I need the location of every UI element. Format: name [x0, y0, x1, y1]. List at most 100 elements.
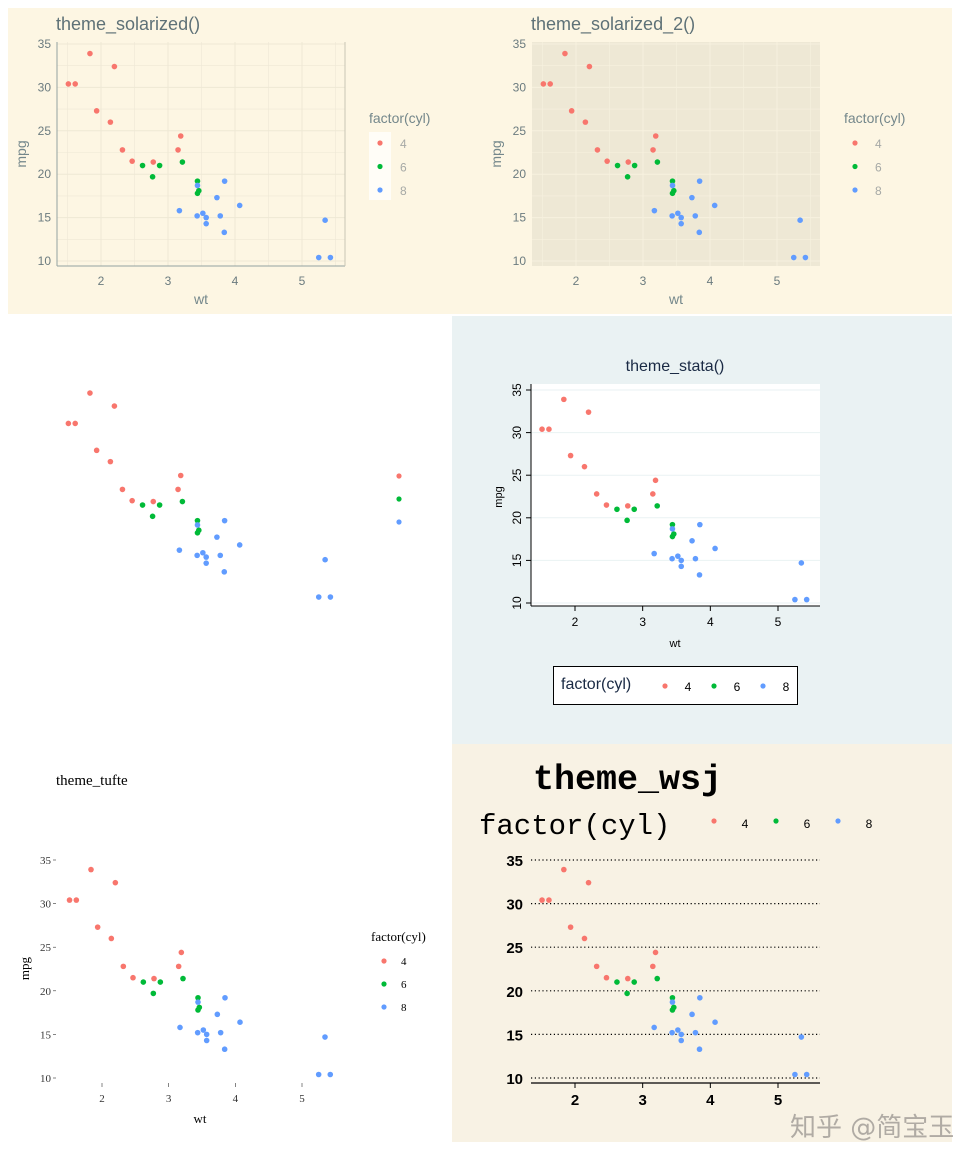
point-cyl-8 — [798, 560, 805, 566]
legend-title: factor(cyl) — [479, 810, 670, 843]
legend-key-4 — [396, 473, 402, 479]
point-cyl-8 — [792, 596, 798, 603]
point-cyl-4 — [178, 949, 185, 956]
point-cyl-4 — [175, 147, 181, 153]
legend-key-8 — [377, 187, 383, 193]
x-axis-title: wt — [669, 638, 681, 650]
y-axis-title: mpg — [493, 486, 505, 507]
point-cyl-8 — [712, 545, 718, 552]
point-cyl-8 — [194, 552, 200, 559]
point-cyl-6 — [150, 990, 157, 997]
point-cyl-4 — [593, 963, 600, 970]
point-cyl-4 — [585, 409, 592, 415]
point-cyl-6 — [149, 513, 156, 520]
point-cyl-4 — [151, 975, 157, 982]
x-tick-label: 5 — [299, 1093, 305, 1105]
x-tick-label: 2 — [99, 1093, 105, 1105]
legend-label: 6 — [400, 161, 407, 175]
point-cyl-4 — [561, 866, 567, 873]
point-cyl-4 — [585, 879, 592, 886]
point-cyl-8 — [803, 596, 810, 603]
point-cyl-4 — [66, 897, 73, 903]
point-cyl-6 — [669, 533, 676, 540]
point-cyl-6 — [654, 503, 661, 509]
point-cyl-4 — [150, 498, 157, 505]
point-cyl-8 — [678, 1031, 685, 1038]
point-cyl-6 — [624, 517, 630, 524]
point-cyl-4 — [561, 396, 567, 403]
legend-title: factor(cyl) — [371, 929, 426, 944]
point-cyl-4 — [624, 503, 631, 509]
y-tick-label: 30 — [40, 899, 52, 911]
legend-key-4 — [852, 140, 858, 146]
point-cyl-8 — [669, 182, 676, 189]
point-cyl-4 — [130, 974, 136, 981]
point-cyl-4 — [562, 50, 568, 57]
legend-key-6 — [396, 496, 402, 502]
plot-background — [531, 384, 820, 606]
point-cyl-6 — [179, 159, 186, 165]
legend-label: 4 — [685, 680, 692, 694]
legend-label: 6 — [804, 817, 811, 831]
legend-key-8 — [381, 1004, 387, 1010]
point-cyl-4 — [177, 133, 184, 139]
point-cyl-4 — [547, 81, 554, 87]
point-cyl-8 — [221, 229, 228, 236]
y-tick-label: 30 — [38, 80, 52, 94]
point-cyl-6 — [669, 1007, 676, 1013]
x-tick-label: 4 — [707, 274, 714, 288]
panel-wsj: 2 3 4 5 10 15 20 25 30 35 theme_wsj factor(cyl) 4 6 8 — [452, 744, 952, 1142]
point-cyl-4 — [593, 491, 600, 497]
point-cyl-6 — [624, 174, 631, 180]
point-cyl-8 — [678, 563, 685, 570]
point-cyl-6 — [180, 975, 186, 982]
point-cyl-4 — [594, 147, 601, 153]
point-cyl-8 — [217, 1029, 224, 1036]
point-cyl-4 — [120, 963, 127, 970]
point-cyl-4 — [652, 477, 659, 484]
y-tick-label: 10 — [506, 1071, 523, 1088]
point-cyl-8 — [697, 994, 703, 1001]
point-cyl-8 — [217, 213, 224, 219]
y-tick-label: 15 — [38, 211, 52, 225]
point-cyl-8 — [669, 1029, 675, 1036]
legend-label: 8 — [866, 817, 873, 831]
point-cyl-8 — [315, 594, 322, 600]
point-cyl-6 — [614, 162, 621, 169]
legend-label: 6 — [401, 979, 407, 991]
legend-label: 4 — [742, 817, 749, 831]
panel-tufte: theme_tufte 2 3 4 5 10 15 20 25 30 35 wt mpg factor(c… — [17, 773, 426, 1126]
legend-key-4 — [381, 958, 387, 964]
panel-background — [8, 8, 475, 314]
point-cyl-4 — [111, 403, 118, 409]
point-cyl-4 — [603, 974, 610, 981]
point-cyl-8 — [797, 217, 803, 224]
x-axis-title: wt — [668, 291, 683, 307]
point-cyl-4 — [539, 426, 545, 432]
point-cyl-8 — [327, 594, 334, 600]
point-cyl-4 — [582, 119, 589, 125]
y-tick-label: 15 — [510, 553, 524, 567]
point-cyl-8 — [675, 210, 681, 217]
point-cyl-8 — [803, 1071, 810, 1078]
legend-label: 8 — [783, 680, 790, 694]
point-cyl-8 — [692, 213, 699, 219]
point-cyl-4 — [175, 486, 181, 493]
point-cyl-6 — [157, 979, 164, 985]
point-cyl-8 — [696, 229, 703, 236]
point-cyl-8 — [176, 547, 183, 553]
point-cyl-6 — [614, 979, 620, 985]
panel-title: theme_solarized_2() — [531, 14, 695, 35]
y-tick-label: 25 — [510, 468, 524, 482]
point-cyl-6 — [179, 498, 186, 505]
point-cyl-6 — [156, 502, 163, 508]
point-cyl-8 — [194, 1029, 201, 1036]
panel-solarized2: theme_solarized_2() 2 3 4 5 10 15 20 25 30 35 wt mpg… — [475, 8, 952, 314]
point-cyl-4 — [87, 390, 93, 396]
point-cyl-8 — [669, 526, 676, 532]
point-cyl-8 — [217, 552, 224, 559]
y-tick-label: 35 — [510, 383, 524, 397]
x-tick-label: 2 — [98, 274, 105, 288]
point-cyl-6 — [624, 990, 630, 997]
y-axis-title: mpg — [13, 140, 29, 167]
